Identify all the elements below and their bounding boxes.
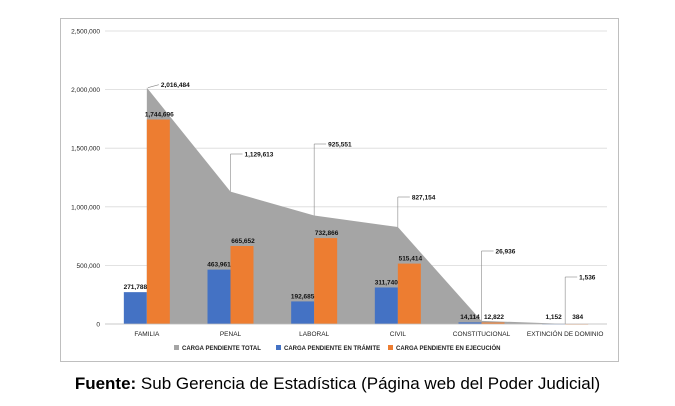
data-label-ejecucion: 384	[572, 314, 583, 321]
legend-swatch	[388, 345, 393, 350]
bar-ejecucion	[314, 238, 338, 324]
x-tick-label: CONSTITUCIONAL	[453, 331, 511, 338]
source-caption: Fuente: Sub Gerencia de Estadística (Pág…	[0, 374, 675, 394]
bar-tramite	[123, 292, 147, 324]
y-tick-label: 1,500,000	[71, 146, 100, 153]
bar-ejecucion	[397, 263, 421, 324]
bar-tramite	[458, 322, 482, 324]
data-label-tramite: 14,114	[460, 314, 480, 321]
data-label-ejecucion: 732,866	[315, 230, 339, 237]
bar-ejecucion	[146, 119, 170, 324]
x-tick-label: PENAL	[220, 331, 242, 338]
data-label-ejecucion: 12,822	[484, 314, 504, 321]
legend-swatch	[174, 345, 179, 350]
data-label-total: 2,016,484	[161, 82, 190, 89]
bar-tramite	[207, 269, 231, 324]
data-label-ejecucion: 665,652	[231, 238, 255, 245]
data-label-ejecucion: 1,744,696	[145, 112, 174, 119]
leader-line	[147, 84, 159, 88]
bar-tramite	[374, 287, 398, 324]
x-tick-label: EXTINCIÓN DE DOMINIO	[527, 329, 604, 338]
bar-tramite	[291, 301, 315, 324]
caption-label: Fuente:	[74, 374, 137, 393]
caption-text: Sub Gerencia de Estadística (Página web …	[136, 374, 601, 393]
legend-swatch	[276, 345, 281, 350]
x-tick-label: LABORAL	[299, 331, 329, 338]
data-label-tramite: 271,788	[124, 284, 148, 291]
data-label-tramite: 311,740	[375, 279, 399, 286]
y-tick-label: 1,000,000	[71, 204, 100, 211]
data-label-total: 1,129,613	[245, 152, 274, 159]
data-label-tramite: 192,685	[291, 293, 315, 300]
y-tick-label: 2,000,000	[71, 87, 100, 94]
y-tick-label: 2,500,000	[71, 29, 100, 36]
chart-svg: 0 500,000 1,000,000 1,500,000 2,000,000 2,500…	[71, 29, 607, 352]
data-label-total: 1,536	[579, 275, 596, 282]
data-label-tramite: 1,152	[546, 314, 563, 321]
y-tick-label: 0	[96, 322, 100, 329]
data-label-ejecucion: 515,414	[399, 256, 423, 263]
x-tick-label: FAMILIA	[134, 331, 160, 338]
data-label-total: 26,936	[496, 249, 516, 256]
x-tick-label: CIVIL	[390, 331, 407, 338]
legend-label: CARGA PENDIENTE TOTAL	[182, 346, 261, 352]
data-label-total: 827,154	[412, 195, 436, 202]
legend-label: CARGA PENDIENTE EN EJECUCIÓN	[396, 344, 500, 352]
data-label-tramite: 463,961	[207, 262, 231, 269]
legend-label: CARGA PENDIENTE EN TRÁMITE	[284, 345, 380, 352]
chart-frame: 0 500,000 1,000,000 1,500,000 2,000,000 2,500…	[60, 18, 619, 362]
y-tick-label: 500,000	[77, 263, 101, 270]
bar-ejecucion	[230, 245, 254, 324]
bar-ejecucion	[481, 322, 505, 324]
data-label-total: 925,551	[328, 142, 352, 149]
